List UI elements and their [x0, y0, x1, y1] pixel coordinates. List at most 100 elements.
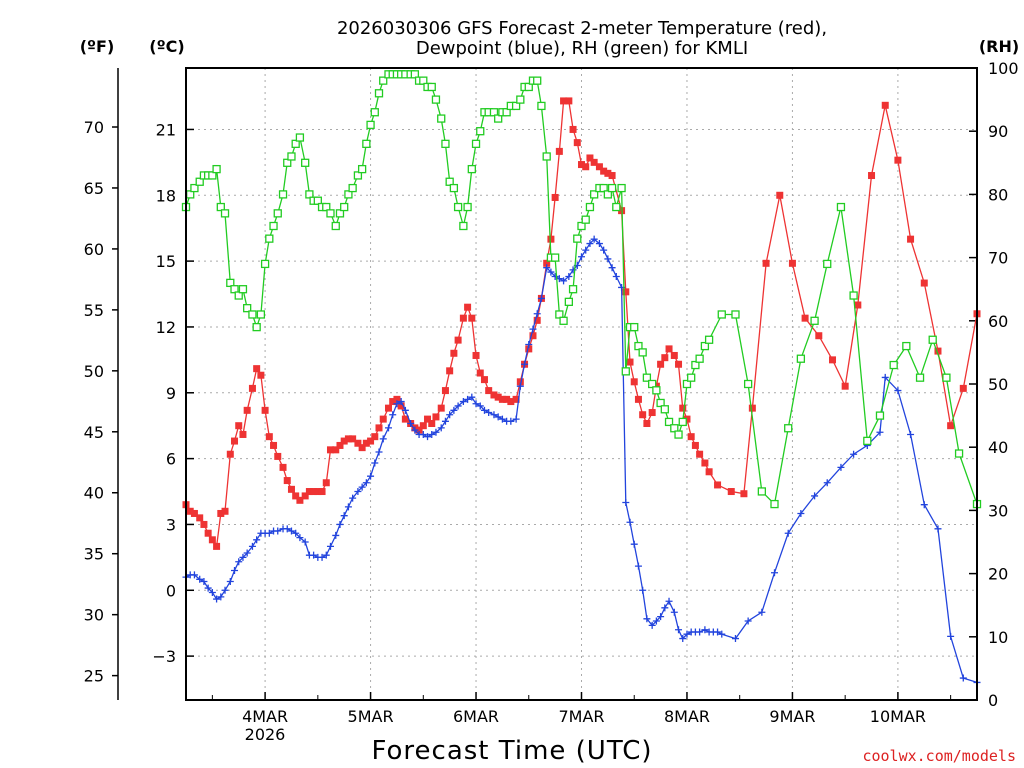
temperature-point — [525, 345, 533, 353]
temperature-point — [332, 446, 340, 454]
temperature-point — [354, 439, 362, 447]
plot-frame — [185, 67, 978, 701]
dewpoint-point — [432, 428, 440, 436]
temperature-point — [190, 509, 198, 517]
rh-point — [437, 114, 446, 123]
temperature-point — [226, 450, 234, 458]
temperature-point — [600, 167, 608, 175]
rh-tick-label: 40 — [988, 438, 1008, 457]
dewpoint-point — [226, 578, 234, 585]
temperature-point — [894, 156, 902, 164]
dewpoint-point — [920, 501, 928, 509]
dewpoint-point — [533, 310, 541, 318]
dewpoint-point — [419, 430, 427, 438]
dewpoint-point — [582, 246, 590, 254]
fahrenheit-tick-label: 40 — [84, 484, 104, 503]
temperature-point — [776, 191, 784, 199]
dewpoint-point — [758, 608, 766, 616]
dewpoint-point — [221, 586, 229, 594]
temperature-point — [221, 507, 229, 515]
rh-point — [656, 398, 665, 408]
dewpoint-point — [537, 294, 545, 302]
rh-point — [238, 285, 248, 294]
temperature-point — [261, 406, 269, 414]
rh-point — [305, 190, 314, 199]
series-line — [185, 73, 978, 506]
temperature-point — [608, 172, 616, 180]
rh-tick-label: 0 — [988, 691, 998, 710]
dewpoint-point — [634, 562, 642, 570]
temperature-point — [701, 459, 709, 467]
rh-tick-label: 80 — [988, 185, 1008, 204]
dewpoint-point — [560, 277, 568, 285]
temperature-point — [934, 347, 942, 355]
temperature-point — [432, 413, 440, 421]
temperature-point — [622, 288, 630, 296]
dewpoint-point — [714, 628, 722, 636]
rh-point — [370, 108, 379, 117]
temperature-point — [384, 404, 392, 412]
dewpoint-point — [274, 527, 282, 535]
temperature-point — [498, 395, 506, 403]
temperature-point — [231, 437, 239, 445]
rh-point — [537, 101, 546, 111]
fahrenheit-tick-label: 50 — [84, 362, 104, 381]
dewpoint-point — [472, 400, 480, 408]
dewpoint-point — [200, 578, 208, 585]
temperature-point — [389, 398, 397, 406]
dewpoint-point — [446, 411, 454, 419]
rh-point — [463, 202, 472, 212]
dewpoint-point — [283, 525, 291, 533]
dewpoint-point — [208, 588, 216, 596]
dewpoint-point — [665, 597, 673, 605]
dewpoint-point — [204, 584, 212, 592]
temperature-point — [248, 384, 256, 392]
rh-point — [902, 341, 911, 351]
rh-point — [564, 297, 573, 306]
dewpoint-point — [476, 402, 484, 410]
rh-point — [638, 348, 647, 357]
rh-point — [660, 405, 669, 414]
dewpoint-point — [397, 398, 405, 406]
temperature-point — [555, 147, 563, 155]
rh-point — [954, 449, 964, 458]
dewpoint-point — [784, 529, 792, 537]
rh-point — [555, 310, 564, 319]
rh-point — [670, 424, 679, 433]
rh-point — [542, 152, 551, 161]
temperature-point — [639, 411, 647, 419]
rh-point — [617, 183, 626, 193]
dewpoint-point — [393, 400, 401, 408]
fahrenheit-tick-label: 65 — [84, 179, 104, 198]
rh-point — [243, 304, 252, 313]
rh-point — [511, 101, 521, 111]
dewpoint-point — [485, 409, 493, 417]
temperature-point — [480, 376, 488, 384]
temperature-point — [543, 259, 551, 267]
x-tick-label: 5MAR — [348, 707, 394, 726]
temperature-point — [305, 488, 313, 496]
temperature-point — [344, 435, 352, 443]
rh-point — [471, 139, 481, 148]
dewpoint-point — [332, 531, 340, 539]
rh-point — [704, 335, 714, 344]
rh-point — [348, 183, 357, 193]
temperature-point — [375, 424, 383, 432]
rh-point — [559, 316, 568, 325]
data-series — [181, 70, 982, 686]
rh-point — [441, 139, 450, 148]
rh-point — [366, 120, 375, 130]
rh-point — [607, 183, 617, 193]
dewpoint-point — [696, 628, 704, 636]
rh-tick-label: 20 — [988, 565, 1008, 584]
rh-point — [234, 291, 243, 300]
dewpoint-point — [626, 518, 634, 526]
rh-point — [664, 417, 674, 427]
dewpoint-point — [437, 424, 445, 432]
dewpoint-point — [657, 613, 665, 621]
dewpoint-point — [578, 253, 585, 261]
temperature-point — [560, 97, 568, 105]
rh-point — [573, 234, 582, 243]
dewpoint-point — [340, 512, 348, 520]
rh-point — [695, 354, 704, 363]
